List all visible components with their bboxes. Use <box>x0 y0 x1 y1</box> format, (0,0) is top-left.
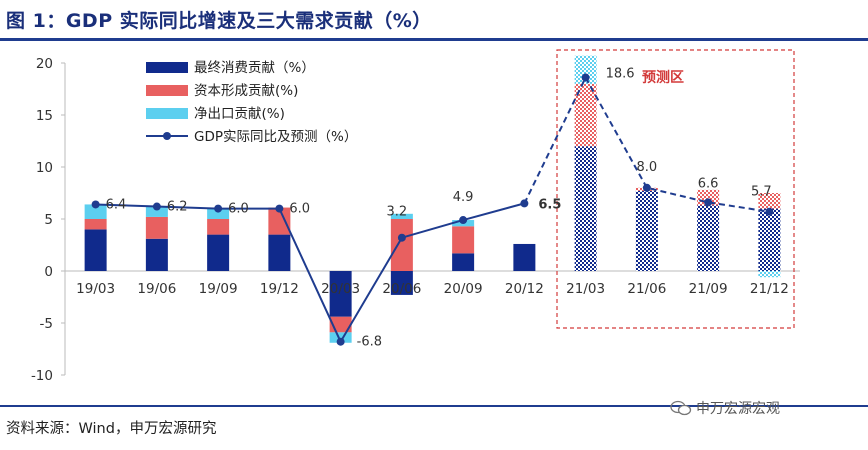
x-tick-label: 21/12 <box>750 281 789 297</box>
x-tick-label: 19/06 <box>137 281 176 297</box>
bar-net-export <box>84 204 107 219</box>
gdp-data-label: 18.6 <box>606 67 635 82</box>
x-tick-label: 20/09 <box>444 281 483 297</box>
y-tick-label: 0 <box>44 264 53 280</box>
legend-label: 净出口贡献(%) <box>194 106 285 122</box>
gdp-point <box>459 216 468 225</box>
bar-investment <box>207 219 230 235</box>
x-tick-label: 21/09 <box>689 281 728 297</box>
bar-investment <box>452 226 475 254</box>
bar-consumption <box>697 205 720 271</box>
bar-consumption <box>145 238 168 271</box>
bar-investment <box>574 83 597 147</box>
watermark-text: 申万宏源宏观 <box>696 401 780 417</box>
gdp-point <box>91 200 100 209</box>
bar-net-export <box>207 208 230 219</box>
source-note: 资料来源：Wind，申万宏源研究 <box>6 421 217 437</box>
forecast-label: 预测区 <box>642 69 684 86</box>
gdp-data-label: 6.5 <box>538 197 561 212</box>
bar-consumption <box>84 229 107 271</box>
x-tick-label: 21/06 <box>627 281 666 297</box>
x-tick-label: 19/03 <box>76 281 115 297</box>
x-tick-label: 20/06 <box>382 281 421 297</box>
bar-consumption <box>390 271 413 295</box>
gdp-data-label: 4.9 <box>453 190 474 205</box>
bar-consumption <box>513 243 536 271</box>
x-tick-label: 21/03 <box>566 281 605 297</box>
x-tick-label: 20/12 <box>505 281 544 297</box>
gdp-point <box>152 202 161 211</box>
gdp-point <box>765 207 774 216</box>
bar-consumption <box>268 234 291 271</box>
gdp-data-label: 6.4 <box>106 197 127 212</box>
y-tick-label: 10 <box>36 160 53 176</box>
gdp-data-label: 6.0 <box>228 202 249 217</box>
bar-consumption <box>758 208 781 271</box>
wechat-icon <box>670 400 692 416</box>
bar-consumption <box>452 253 475 271</box>
gdp-data-label: 8.0 <box>637 160 658 175</box>
y-tick-label: 15 <box>36 108 53 124</box>
gdp-point <box>642 183 651 192</box>
bar-consumption <box>574 146 597 271</box>
legend-swatch-net-export <box>146 108 188 119</box>
bar-investment <box>84 219 107 230</box>
legend-line-marker <box>163 132 171 140</box>
gdp-data-label: 5.7 <box>751 185 772 200</box>
y-tick-label: -5 <box>40 316 53 332</box>
bar-investment <box>268 207 291 235</box>
legend-label: 资本形成贡献(%) <box>194 83 298 99</box>
bar-consumption <box>635 190 658 271</box>
gdp-point <box>520 199 529 208</box>
gdp-point <box>214 204 223 213</box>
legend-label: GDP实际同比及预测（%） <box>194 129 357 145</box>
bar-net-export <box>145 206 168 217</box>
gdp-data-label: 3.2 <box>387 205 408 220</box>
bar-investment <box>145 216 168 239</box>
figure-title: 图 1：GDP 实际同比增速及三大需求贡献（%） <box>6 10 432 32</box>
forecast-box <box>556 49 795 329</box>
gdp-line-actual <box>95 202 525 344</box>
gdp-line-forecast <box>523 75 770 213</box>
title-rule <box>0 38 868 41</box>
gdp-point <box>397 233 406 242</box>
watermark: 申万宏源宏观 <box>670 398 780 418</box>
gdp-point <box>336 337 345 346</box>
x-tick-label: 20/03 <box>321 281 360 297</box>
bar-net-export <box>329 332 352 343</box>
footer-rule <box>0 405 868 407</box>
y-tick-label: 5 <box>44 212 53 228</box>
legend-swatch-investment <box>146 85 188 96</box>
gdp-contribution-chart: -10 -5 0 5 10 15 20 19/03 19/06 19/09 19/12 20/03 2… <box>31 49 800 384</box>
gdp-point <box>275 204 284 213</box>
legend-swatch-consumption <box>146 62 188 73</box>
bar-net-export <box>390 213 413 219</box>
gdp-data-label: -6.8 <box>357 335 382 350</box>
gdp-data-label: 6.2 <box>167 200 188 215</box>
x-tick-label: 19/12 <box>260 281 299 297</box>
bar-investment <box>758 193 781 209</box>
bar-net-export <box>758 271 781 278</box>
gdp-data-label: 6.0 <box>289 202 310 217</box>
gdp-data-label: 6.6 <box>698 176 719 191</box>
gdp-point <box>704 198 713 207</box>
bar-consumption <box>207 234 230 271</box>
bar-net-export <box>574 55 597 84</box>
bar-consumption <box>329 271 352 317</box>
y-tick-label: 20 <box>36 56 53 72</box>
bar-investment <box>390 219 413 271</box>
y-tick-label: -10 <box>31 368 53 384</box>
gdp-point <box>581 73 590 82</box>
x-tick-label: 19/09 <box>199 281 238 297</box>
legend-label: 最终消费贡献（%） <box>194 60 315 76</box>
